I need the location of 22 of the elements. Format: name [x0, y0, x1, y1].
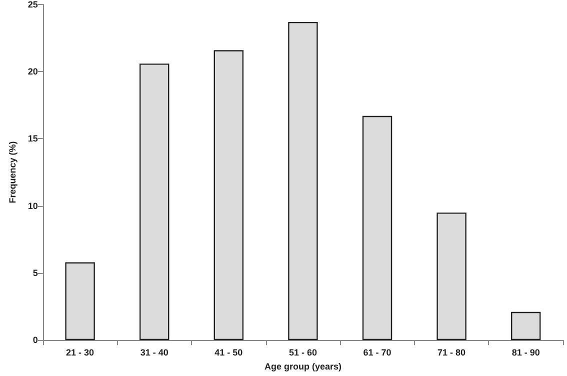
x-tick-label: 51 - 60 — [288, 348, 317, 358]
x-tick-label: 41 - 50 — [214, 348, 243, 358]
x-tick-label: 31 - 40 — [140, 348, 168, 358]
y-tick-label: 5 — [32, 268, 38, 278]
x-tick-label: 71 - 80 — [438, 348, 466, 358]
x-tick-label: 81 - 90 — [512, 348, 540, 358]
y-tick-label: 15 — [28, 134, 38, 144]
x-axis-title: Age group (years) — [264, 362, 342, 372]
bar — [510, 312, 541, 340]
bar — [288, 22, 318, 340]
y-tick-label: 25 — [28, 0, 38, 10]
bar — [214, 50, 244, 340]
x-tick-label: 21 - 30 — [66, 348, 94, 358]
y-tick-label: 10 — [28, 200, 38, 211]
bar — [65, 262, 95, 340]
x-tick-label: 61 - 70 — [363, 348, 392, 358]
bar — [436, 212, 466, 340]
y-tick-label: 0 — [32, 335, 38, 346]
y-tick-label: 20 — [28, 66, 38, 77]
y-axis-title: Frequency (%) — [8, 141, 18, 204]
bar — [140, 64, 170, 340]
bar — [362, 116, 392, 340]
